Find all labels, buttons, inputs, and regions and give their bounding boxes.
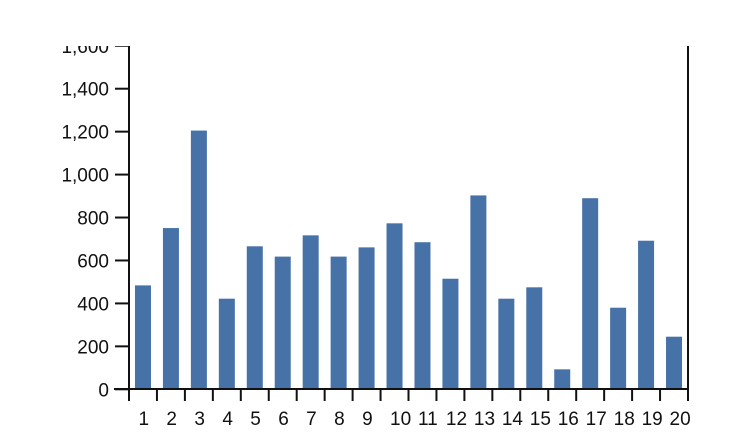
x-tick-label: 20 (670, 409, 691, 430)
bar-16 (554, 369, 571, 390)
x-tick-label: 15 (530, 409, 551, 430)
y-tick-label: 1,200 (61, 123, 109, 144)
x-tick-label: 12 (446, 409, 467, 430)
x-tick-label: 5 (250, 409, 261, 430)
bar-3 (190, 130, 207, 390)
bar-10 (386, 223, 403, 390)
bar-6 (274, 256, 291, 390)
x-tick-label: 1 (138, 409, 149, 430)
x-tick-label: 13 (474, 409, 495, 430)
x-tick-label: 17 (586, 409, 607, 430)
x-tick-label: 14 (502, 409, 524, 430)
x-tick-label: 16 (558, 409, 579, 430)
x-tick-label: 2 (166, 409, 177, 430)
x-tick-label: 11 (418, 409, 438, 430)
x-tick-label: 3 (194, 409, 205, 430)
x-tick-label: 19 (642, 409, 663, 430)
bar-8 (330, 256, 347, 390)
y-tick-label: 400 (77, 294, 109, 315)
x-tick-label: 4 (222, 409, 233, 430)
bar-9 (358, 247, 375, 390)
bar-2 (162, 228, 179, 390)
y-tick-label: 600 (77, 251, 109, 272)
bar-20 (666, 336, 683, 390)
bar-13 (470, 195, 487, 390)
bar-15 (526, 287, 543, 390)
bar-17 (582, 198, 599, 390)
bar-5 (246, 246, 263, 390)
x-tick-label: 9 (362, 409, 373, 430)
top-mask (0, 0, 729, 46)
bars-group (134, 130, 683, 390)
bar-11 (414, 242, 431, 390)
x-tick-label: 7 (306, 409, 317, 430)
x-tick-label: 8 (334, 409, 345, 430)
y-tick-label: 1,400 (61, 80, 109, 101)
bar-18 (610, 307, 627, 390)
x-tick-label: 10 (390, 409, 411, 430)
y-tick-label: 0 (98, 380, 109, 401)
bar-7 (302, 235, 319, 390)
y-tick-label: 800 (77, 209, 109, 230)
x-tick-label: 6 (278, 409, 289, 430)
bar-14 (498, 298, 515, 390)
x-axis-ticks: 1 2 3 4 5 6 7 8 9 10 11 12 13 14 15 16 17 18 19 20 (128, 389, 691, 430)
y-tick-label: 200 (77, 337, 109, 358)
bar-19 (638, 240, 655, 390)
y-tick-label: 1,000 (61, 166, 109, 187)
x-tick-label: 18 (614, 409, 635, 430)
bar-12 (442, 278, 459, 390)
bar-1 (134, 285, 151, 390)
bar-4 (218, 298, 235, 390)
